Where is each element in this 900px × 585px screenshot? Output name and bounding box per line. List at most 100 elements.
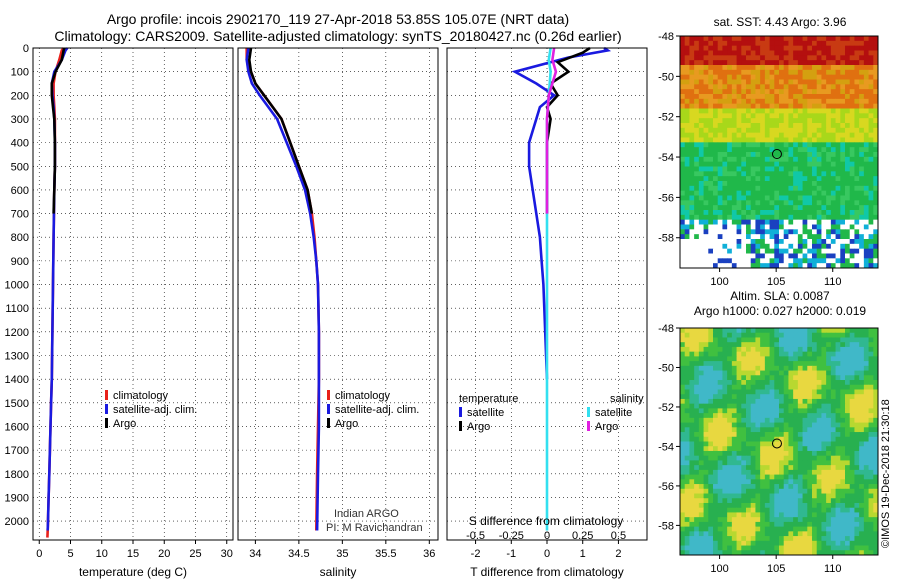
sst-map-cell: [835, 214, 841, 221]
sst-map-cell: [741, 113, 747, 119]
sla-map-cell: [845, 531, 851, 537]
sst-map-cell: [680, 127, 686, 134]
sla-map-cell: [717, 328, 723, 334]
sla-map-cell: [779, 450, 785, 457]
sla-map-cell: [698, 394, 704, 400]
sla-map-cell: [717, 441, 723, 447]
sla-map-cell: [731, 398, 737, 405]
lat-tick-label: -54: [658, 441, 674, 453]
sst-map-cell: [849, 142, 855, 148]
sla-map-cell: [680, 441, 686, 447]
sla-map-cell: [859, 517, 865, 523]
sla-map-cell: [680, 479, 686, 485]
sst-map-cell: [689, 263, 695, 269]
sla-map-cell: [694, 507, 700, 513]
sst-map-cell: [736, 132, 742, 138]
sst-map-cell: [727, 113, 733, 119]
sst-map-cell: [680, 239, 686, 245]
sst-map-cell: [859, 253, 865, 259]
sla-map-cell: [736, 512, 742, 518]
sst-map-cell: [760, 69, 766, 76]
sla-map-cell: [802, 484, 808, 490]
sst-map-cell: [779, 147, 785, 153]
sla-map-cell: [689, 465, 695, 471]
sla-map-cell: [821, 346, 827, 353]
sst-map-cell: [698, 108, 704, 114]
sst-map-cell: [708, 74, 714, 80]
sst-map-cell: [731, 224, 737, 230]
sla-map-cell: [708, 498, 714, 504]
sla-map-cell: [750, 441, 756, 447]
sst-map-cell: [821, 79, 827, 85]
sst-map-cell: [849, 113, 855, 119]
sla-map-cell: [840, 450, 846, 457]
sst-map-cell: [689, 40, 695, 47]
sst-map-cell: [840, 74, 846, 80]
sla-map-cell: [689, 328, 695, 334]
sst-map-cell: [845, 263, 851, 269]
sla-map-cell: [830, 403, 836, 409]
sst-map-cell: [793, 147, 799, 153]
sla-map-cell: [760, 455, 766, 461]
sst-map-cell: [727, 258, 733, 264]
sla-map-cell: [868, 531, 874, 537]
sla-map-cell: [812, 408, 818, 414]
sla-map-cell: [741, 394, 747, 400]
sst-map-cell: [694, 243, 700, 250]
sst-map-cell: [755, 98, 761, 105]
sst-map-cell: [845, 166, 851, 172]
sla-map-cell: [845, 536, 851, 542]
sst-map-cell: [698, 176, 704, 182]
sla-map-cell: [746, 531, 752, 537]
sst-map-cell: [680, 258, 686, 264]
sla-map-cell: [713, 441, 719, 447]
sla-map-cell: [713, 517, 719, 523]
sla-map-cell: [755, 479, 761, 485]
sst-map-cell: [727, 200, 733, 206]
sst-map-cell: [731, 69, 737, 76]
sst-map-cell: [802, 94, 808, 100]
sla-map-cell: [845, 474, 851, 480]
sla-map-cell: [750, 398, 756, 405]
sst-map-cell: [835, 156, 841, 163]
sst-map-cell: [741, 161, 747, 167]
sst-map-cell: [727, 248, 733, 254]
sla-map-cell: [755, 460, 761, 466]
sla-map-cell: [722, 526, 728, 532]
sla-map-cell: [736, 361, 742, 367]
sla-map-cell: [807, 337, 813, 343]
sla-map-cell: [746, 427, 752, 433]
sst-map-cell: [694, 156, 700, 163]
sst-map-cell: [760, 74, 766, 80]
sst-map-cell: [774, 137, 780, 143]
sst-map-cell: [684, 36, 690, 42]
sst-map-cell: [731, 45, 737, 51]
sst-map-cell: [845, 229, 851, 235]
sst-map-cell: [849, 243, 855, 250]
sst-map-cell: [793, 185, 799, 192]
sst-map-cell: [793, 210, 799, 216]
sst-map-cell: [779, 50, 785, 56]
sla-map-cell: [807, 474, 813, 480]
sla-map-cell: [859, 380, 865, 386]
sst-map-cell: [708, 234, 714, 240]
sla-map-cell: [845, 460, 851, 466]
sla-map-cell: [788, 531, 794, 537]
sla-map-cell: [868, 545, 874, 551]
sla-map-cell: [764, 469, 770, 476]
sla-map-cell: [736, 417, 742, 423]
sst-map-cell: [793, 113, 799, 119]
sst-map-cell: [821, 123, 827, 129]
sst-map-cell: [731, 142, 737, 148]
sla-map-cell: [713, 545, 719, 551]
sla-map-cell: [788, 545, 794, 551]
sla-map-cell: [741, 460, 747, 466]
sst-map-cell: [703, 98, 709, 105]
sla-map-cell: [812, 536, 818, 542]
sst-map-cell: [746, 108, 752, 114]
sst-map-cell: [802, 205, 808, 211]
sla-map-cell: [807, 550, 813, 556]
sla-map-cell: [746, 484, 752, 490]
sst-map-cell: [859, 108, 865, 114]
sla-map-cell: [760, 422, 766, 428]
